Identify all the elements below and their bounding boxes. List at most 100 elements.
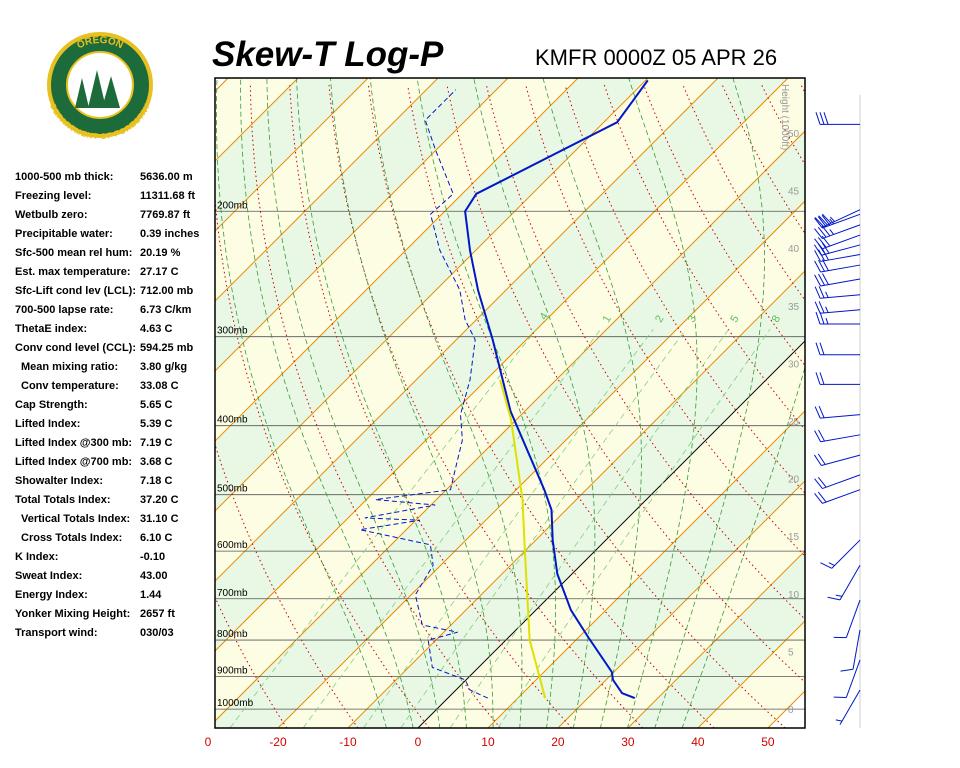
x-tick-label: 20: [551, 735, 565, 749]
isotherm: [487, 410, 805, 728]
wind-barb: [835, 689, 861, 725]
sounding-line: [499, 379, 547, 699]
dry-adiabat: [643, 84, 805, 367]
dry-adiabat: [564, 84, 805, 494]
x-tick-label: -20: [269, 735, 287, 749]
index-label: Energy Index:: [15, 589, 88, 601]
y2-tick-label: 20: [788, 475, 800, 486]
wind-barb: [840, 629, 861, 672]
index-label: Transport wind:: [15, 627, 98, 639]
moist-adiabat: [240, 78, 414, 728]
plot-frame: [214, 77, 806, 729]
y-tick-label: 800mb: [217, 629, 248, 640]
y2-tick-label: 15: [788, 532, 800, 543]
index-label: Mean mixing ratio:: [21, 361, 118, 373]
moist-adiabat: [654, 78, 765, 728]
index-label: Lifted Index @700 mb:: [15, 456, 132, 468]
chart-title: Skew-T Log-P: [212, 35, 444, 74]
index-value: 5636.00 m: [140, 171, 193, 183]
logo-top-text: OREGON: [75, 35, 124, 51]
mixing-ratio-label: 2: [653, 313, 666, 324]
index-label: Conv cond level (CCL):: [15, 342, 136, 354]
index-label: Cap Strength:: [15, 399, 88, 411]
mixing-ratio-line: [229, 329, 537, 728]
y2-tick-label: 45: [788, 187, 800, 198]
index-value: 6.10 C: [140, 532, 172, 544]
isotherm: [417, 340, 805, 728]
x-tick-label: 0: [205, 735, 212, 749]
y-tick-label: 700mb: [217, 588, 248, 599]
wind-barb: [813, 453, 861, 466]
index-label: Sfc-500 mean rel hum:: [15, 247, 132, 259]
y-tick-label: 1000mb: [217, 698, 254, 709]
isotherm: [215, 78, 439, 302]
index-value: 31.10 C: [140, 513, 179, 525]
index-label: Yonker Mixing Height:: [15, 608, 130, 620]
index-value: 594.25 mb: [140, 342, 193, 354]
dry-adiabat: [800, 84, 805, 94]
index-value: 3.80 g/kg: [140, 361, 187, 373]
index-label: K Index:: [15, 551, 58, 563]
logo-top-path: OREGON: [75, 35, 124, 51]
wind-barb: [814, 213, 861, 229]
dry-adiabat: [919, 85, 960, 728]
index-value: 0.39 inches: [140, 228, 199, 240]
wind-barb: [833, 599, 861, 639]
moist-adiabat: [681, 365, 805, 728]
x-tick-label: 10: [481, 735, 495, 749]
y2-tick-label: 25: [788, 417, 800, 428]
mixing-ratio-line: [497, 329, 771, 728]
index-value: 27.17 C: [140, 266, 179, 278]
index-value: 37.20 C: [140, 494, 179, 506]
wind-barb: [814, 474, 861, 490]
isotherm: [215, 78, 509, 372]
isotherm: [557, 480, 805, 728]
index-label: ThetaE index:: [15, 323, 87, 335]
y2-tick-label: 30: [788, 359, 800, 370]
wind-barb: [814, 273, 861, 287]
wind-barb: [814, 286, 861, 299]
index-value: 33.08 C: [140, 380, 179, 392]
index-label: Cross Totals Index:: [21, 532, 122, 544]
index-value: 712.00 mb: [140, 285, 193, 297]
index-value: 5.65 C: [140, 399, 172, 411]
index-label: 700-500 lapse rate:: [15, 304, 113, 316]
indices-panel: 1000-500 mb thick: 5636.00 m Freezing leve…: [15, 171, 199, 639]
mixing-ratio-line: [302, 329, 601, 728]
isotherm: [347, 270, 805, 728]
y2-tick-label: 5: [788, 647, 794, 658]
index-label: Lifted Index:: [15, 418, 80, 430]
wind-barb: [820, 539, 861, 569]
wind-barb: [814, 429, 861, 443]
wind-barb: [814, 248, 861, 262]
dry-adiabat: [840, 85, 960, 728]
index-value: 7.18 C: [140, 475, 172, 487]
index-value: 5.39 C: [140, 418, 172, 430]
index-value: 43.00: [140, 570, 168, 582]
index-label: Sfc-Lift cond lev (LCL):: [15, 285, 136, 297]
index-value: 4.63 C: [140, 323, 172, 335]
x-tick-label: 30: [621, 735, 635, 749]
dry-adiabat: [367, 85, 715, 728]
wind-barb: [827, 564, 861, 601]
index-label: Vertical Totals Index:: [21, 513, 130, 525]
index-label: Lifted Index @300 mb:: [15, 437, 132, 449]
wind-barb: [814, 489, 861, 504]
y2-tick-label: 0: [788, 705, 794, 716]
y-tick-label: 200mb: [217, 200, 248, 211]
y-tick-label: 600mb: [217, 540, 248, 551]
wind-barb: [815, 112, 860, 125]
index-value: 7769.87 ft: [140, 209, 190, 221]
y2-tick-label: 10: [788, 590, 800, 601]
y-tick-label: 400mb: [217, 415, 248, 426]
index-label: Wetbulb zero:: [15, 209, 88, 221]
wind-barb: [814, 224, 861, 240]
axes: 200mb 300mb 400mb 500mb 600mb 700mb 800mb 900mb…: [205, 84, 800, 749]
isotherm: [215, 78, 649, 512]
x-tick-label: -10: [339, 735, 357, 749]
isotherm: [277, 200, 805, 728]
temperature-band: [215, 131, 805, 728]
isotherm: [215, 130, 805, 722]
mixing-ratio-line: [363, 329, 654, 728]
isotherm: [215, 78, 789, 652]
